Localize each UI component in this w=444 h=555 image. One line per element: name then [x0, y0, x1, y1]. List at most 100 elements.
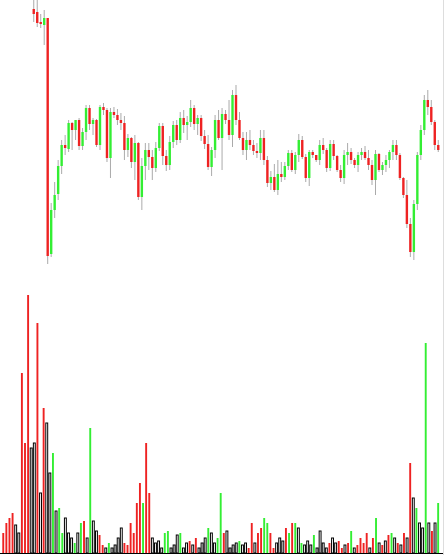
- volume-bar: [160, 547, 164, 554]
- volume-bar: [52, 453, 54, 553]
- candle: [151, 150, 154, 180]
- candle-body: [213, 120, 217, 150]
- candle-body: [367, 158, 370, 165]
- candle: [81, 128, 84, 150]
- candle: [109, 108, 112, 178]
- candle: [84, 105, 88, 140]
- volume-bar: [150, 537, 154, 554]
- candle-body: [402, 178, 405, 195]
- candle: [252, 140, 255, 155]
- volume-bar: [375, 518, 377, 553]
- candle: [182, 110, 185, 133]
- candle-body: [283, 166, 287, 177]
- volume-bar: [11, 513, 14, 553]
- candle-body: [419, 130, 423, 155]
- candle-body: [147, 150, 151, 157]
- candle: [70, 122, 74, 150]
- candle-body: [63, 145, 67, 148]
- volume-bar: [368, 547, 372, 554]
- candle-body: [370, 165, 374, 180]
- volume-bar: [396, 543, 399, 553]
- volume-bar: [228, 547, 232, 554]
- candle-body: [409, 224, 412, 252]
- volume-bar: [300, 543, 303, 553]
- candle: [342, 150, 346, 184]
- candle-body: [395, 145, 398, 155]
- candle-body: [158, 126, 161, 148]
- volume-bar: [334, 542, 338, 554]
- candle-body: [308, 152, 311, 178]
- candle-body: [360, 152, 363, 155]
- candle-body: [315, 155, 318, 160]
- volume-bar: [172, 544, 176, 554]
- candle-body: [426, 100, 429, 107]
- candle: [301, 136, 304, 159]
- candle: [32, 0, 35, 22]
- volume-bar: [278, 537, 282, 554]
- volume-bar: [362, 543, 365, 553]
- volume-bar: [324, 547, 328, 554]
- volume-bar: [240, 544, 244, 554]
- candle: [189, 100, 192, 127]
- candle: [112, 107, 116, 118]
- candle: [280, 162, 283, 182]
- candle-body: [377, 154, 381, 170]
- volume-bar: [399, 544, 403, 554]
- candle-body: [109, 112, 112, 158]
- candle: [234, 85, 238, 125]
- candle-body: [116, 115, 119, 120]
- volume-bar: [20, 373, 23, 553]
- candle: [144, 143, 147, 180]
- volume-bar: [337, 541, 340, 553]
- volume-bar: [291, 523, 294, 553]
- candle-body: [231, 95, 234, 135]
- volume-bar: [188, 541, 191, 553]
- candle: [161, 123, 164, 165]
- candle-body: [151, 157, 154, 168]
- candle-body: [60, 145, 63, 166]
- candle-body: [203, 136, 206, 144]
- volume-bar: [318, 530, 322, 554]
- candle: [105, 108, 109, 162]
- volume-bar: [166, 531, 169, 553]
- candle: [119, 113, 123, 130]
- candle-body: [276, 174, 280, 190]
- volume-bar: [244, 542, 248, 554]
- candle: [74, 120, 77, 140]
- candle-body: [88, 108, 91, 124]
- volume-bar: [331, 537, 334, 554]
- candle: [220, 108, 224, 170]
- candle: [60, 140, 63, 174]
- candle-body: [91, 120, 95, 124]
- volume-bar: [17, 532, 21, 554]
- candle-body: [227, 120, 231, 135]
- volume-bar: [275, 542, 279, 554]
- candle: [416, 152, 419, 210]
- volume-bar: [154, 542, 157, 554]
- volume-bar: [73, 543, 76, 553]
- candle: [363, 146, 367, 160]
- candle: [238, 112, 241, 140]
- candle: [325, 148, 328, 172]
- candle-body: [430, 107, 433, 122]
- candle-body: [217, 120, 220, 138]
- candle-body: [220, 114, 224, 138]
- candle-body: [189, 108, 192, 122]
- candle: [321, 138, 325, 154]
- candle-body: [255, 151, 259, 153]
- candle: [360, 148, 363, 160]
- volume-bar: [231, 544, 235, 554]
- candle-body: [119, 120, 123, 123]
- volume-bar: [126, 545, 129, 553]
- volume-bar: [343, 544, 347, 554]
- candle: [370, 160, 374, 185]
- candle: [262, 130, 266, 165]
- candle: [356, 152, 360, 172]
- volume-bar: [296, 527, 300, 554]
- candle: [192, 105, 196, 130]
- candle-body: [339, 170, 342, 178]
- candle-body: [318, 145, 321, 160]
- candle-body: [133, 143, 137, 162]
- candle-body: [304, 157, 307, 178]
